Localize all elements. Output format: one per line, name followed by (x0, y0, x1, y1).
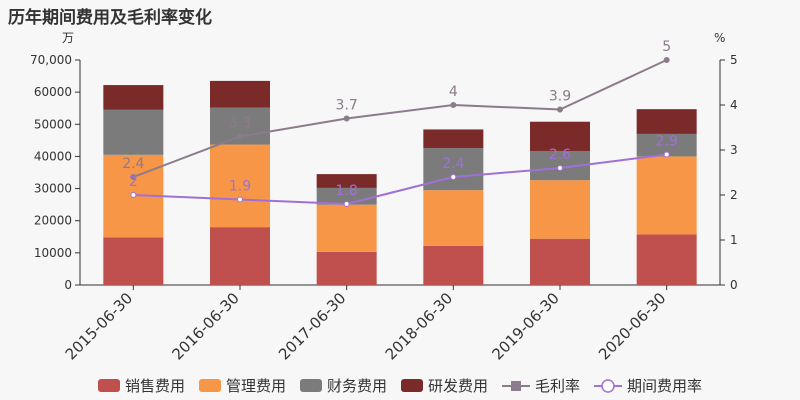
legend-item-finance[interactable]: 财务费用 (299, 375, 387, 396)
series-point-1 (557, 106, 563, 113)
left-tick-label: 0 (64, 278, 72, 292)
bar-segment-1 (316, 251, 377, 285)
bar-segment-3 (636, 133, 697, 157)
chart-title: 历年期间费用及毛利率变化 (8, 8, 212, 28)
legend-swatch-admin (198, 379, 221, 392)
legend-item-expense-ratio[interactable]: 期间费用率 (594, 375, 702, 396)
data-label-1: 3.3 (229, 116, 251, 132)
x-tick-label: 2015-06-30 (62, 289, 136, 363)
x-tick-label: 2019-06-30 (488, 289, 562, 363)
right-tick-label: 1 (730, 233, 738, 247)
left-tick-label: 40000 (34, 149, 72, 163)
series-point-1 (450, 102, 457, 108)
data-label-2: 2.6 (549, 147, 571, 163)
data-label-1: 5 (662, 39, 671, 55)
series-line-1 (132, 59, 668, 178)
bar-segment-4 (210, 80, 270, 108)
series-line-2 (133, 153, 667, 206)
left-tick-label: 60000 (34, 85, 72, 99)
series-point-1 (663, 57, 670, 63)
legend-item-rnd[interactable]: 研发费用 (401, 375, 488, 396)
right-tick-label: 5 (730, 53, 738, 67)
bar-segment-4 (530, 121, 590, 151)
x-tick-label: 2018-06-30 (382, 289, 456, 363)
x-tick-label: 2017-06-30 (275, 289, 349, 363)
data-label-1: 2.4 (122, 156, 144, 172)
right-tick-label: 4 (730, 98, 738, 112)
data-label-2: 2 (129, 174, 138, 190)
x-tick-label: 2020-06-30 (595, 289, 669, 363)
bar-segment-2 (210, 144, 270, 228)
legend: 销售费用 管理费用 财务费用 研发费用 毛利率 期间费用率 (0, 375, 800, 396)
left-axis-unit: 万 (62, 31, 74, 45)
legend-item-sales[interactable]: 销售费用 (97, 375, 185, 396)
bar-segment-4 (423, 129, 484, 149)
legend-label-sales: 销售费用 (124, 377, 185, 395)
series-point-2 (450, 174, 457, 180)
bar-segment-1 (636, 234, 697, 285)
right-tick-label: 2 (730, 188, 738, 202)
series-point-2 (663, 151, 670, 158)
bar-segment-3 (423, 148, 484, 191)
legend-item-gross-margin[interactable]: 毛利率 (502, 375, 580, 396)
data-label-2: 2.9 (656, 134, 678, 150)
bar-segment-4 (316, 174, 377, 188)
bar-segment-2 (636, 156, 697, 235)
bar-segment-4 (103, 85, 164, 110)
right-tick-label: 0 (730, 278, 738, 292)
bar-segment-4 (636, 109, 697, 134)
data-label-2: 1.8 (336, 183, 358, 199)
data-label-2: 1.9 (229, 179, 251, 195)
legend-label-expense-ratio: 期间费用率 (627, 377, 703, 395)
legend-swatch-expense-ratio (594, 378, 623, 393)
bar-segment-1 (210, 227, 270, 285)
left-tick-label: 10000 (34, 246, 72, 260)
series-point-1 (237, 133, 243, 140)
series-point-2 (343, 201, 350, 207)
legend-swatch-sales (97, 379, 120, 392)
right-tick-label: 3 (730, 143, 738, 157)
bar-segment-1 (103, 237, 164, 285)
bar-segment-2 (530, 180, 590, 239)
left-tick-label: 30000 (34, 182, 72, 196)
data-label-1: 3.9 (549, 89, 571, 105)
data-label-2: 2.4 (442, 156, 464, 172)
legend-swatch-finance (299, 379, 322, 392)
legend-label-rnd: 研发费用 (428, 377, 489, 395)
legend-swatch-gross-margin (502, 380, 531, 391)
data-label-1: 3.7 (336, 98, 358, 114)
bar-segment-1 (530, 238, 590, 285)
right-axis-unit: % (714, 31, 725, 45)
bar-segment-2 (316, 204, 377, 252)
data-label-1: 4 (449, 84, 458, 100)
legend-label-admin: 管理费用 (225, 377, 286, 395)
legend-swatch-rnd (401, 379, 423, 392)
series-point-1 (130, 174, 137, 180)
legend-label-finance: 财务费用 (326, 377, 387, 395)
left-tick-label: 50000 (34, 117, 72, 131)
bar-segment-1 (423, 245, 484, 285)
left-tick-label: 70,000 (30, 53, 72, 67)
series-point-2 (130, 192, 137, 198)
series-point-2 (237, 196, 243, 203)
left-tick-label: 20000 (34, 214, 72, 228)
bar-segment-2 (423, 190, 484, 246)
series-point-1 (343, 115, 350, 122)
legend-item-admin[interactable]: 管理费用 (198, 375, 286, 396)
series-point-2 (557, 165, 563, 171)
x-tick-label: 2016-06-30 (168, 289, 242, 363)
bar-segment-3 (103, 109, 164, 155)
legend-label-gross-margin: 毛利率 (535, 377, 581, 395)
